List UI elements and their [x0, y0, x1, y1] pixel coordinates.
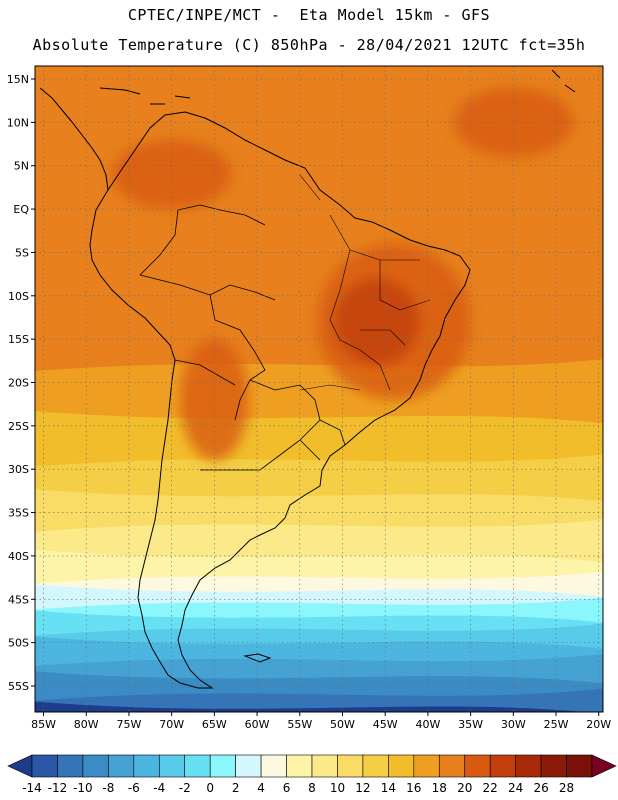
colorbar-high-arrow — [591, 754, 617, 778]
lat-lon-grid — [35, 66, 603, 712]
lat-tick-label: 15N — [7, 73, 29, 86]
colorbar-label: -12 — [48, 781, 68, 795]
lon-tick-label: 85W — [31, 718, 56, 731]
lon-tick-label: 80W — [74, 718, 99, 731]
warm-area — [333, 278, 420, 366]
colorbar-swatch — [566, 754, 593, 778]
colorbar-swatch — [108, 754, 135, 778]
colorbar-label: 4 — [257, 781, 265, 795]
colorbar-label: 2 — [232, 781, 240, 795]
colorbar: -14 -12 -10 -8 -6 -4 -2 0 2 4 6 8 10 12 14 16 18 20 22 24 26… — [7, 754, 617, 795]
colorbar-swatch — [235, 754, 262, 778]
lat-tick-label: 10N — [7, 116, 29, 129]
colorbar-label: 20 — [457, 781, 472, 795]
latitude-axis: 15N 10N 5N EQ 5S 10S 15S 20S 25S 30S 35S 40S 45S 50S 5… — [7, 73, 35, 693]
lon-tick-label: 30W — [501, 718, 526, 731]
colorbar-swatch — [82, 754, 109, 778]
colorbar-swatch — [158, 754, 186, 778]
colorbar-swatch — [464, 754, 491, 778]
country-borders — [139, 204, 346, 471]
lon-tick-label: 45W — [373, 718, 398, 731]
colorbar-label: 6 — [283, 781, 291, 795]
lat-tick-label: 5N — [14, 160, 29, 173]
chart-title-line-2: Absolute Temperature (C) 850hPa - 28/04/… — [32, 36, 586, 54]
longitude-axis: 85W 80W 75W 70W 65W 60W 55W 50W 45W 40W 35W 30W 25W 2… — [31, 712, 611, 731]
colorbar-label: 28 — [559, 781, 574, 795]
colorbar-swatch — [31, 754, 58, 778]
colorbar-swatch — [311, 754, 338, 778]
south-america-coastline — [89, 111, 471, 689]
lat-tick-label: 15S — [8, 333, 29, 346]
colorbar-label: 8 — [308, 781, 316, 795]
continent-outlines — [39, 69, 576, 689]
lon-tick-label: 50W — [330, 718, 355, 731]
central-america-coastline — [39, 87, 109, 191]
lat-tick-label: 35S — [8, 507, 29, 520]
lat-tick-label: 55S — [8, 680, 29, 693]
colorbar-label: 0 — [206, 781, 214, 795]
colorbar-swatch — [489, 754, 516, 778]
lon-tick-label: 35W — [458, 718, 483, 731]
colorbar-label: 18 — [432, 781, 447, 795]
colorbar-label: -8 — [102, 781, 114, 795]
colorbar-label: -10 — [73, 781, 93, 795]
plot-frame — [34, 65, 604, 713]
colorbar-swatch — [413, 754, 440, 778]
lat-tick-label: 50S — [8, 637, 29, 650]
colorbar-swatch — [260, 754, 287, 778]
colorbar-label: -14 — [22, 781, 42, 795]
colorbar-swatch — [286, 754, 313, 778]
colorbar-label: 10 — [330, 781, 345, 795]
falkland-islands — [243, 653, 272, 663]
colorbar-low-arrow — [7, 754, 33, 778]
lon-tick-label: 40W — [415, 718, 440, 731]
lat-tick-label: 45S — [8, 593, 29, 606]
lat-tick-label: 40S — [8, 550, 29, 563]
colorbar-swatch — [362, 754, 389, 778]
colorbar-label: 16 — [406, 781, 421, 795]
lat-tick-label: 20S — [8, 376, 29, 389]
colorbar-label: 26 — [533, 781, 548, 795]
colorbar-swatch — [57, 754, 84, 778]
colorbar-swatch — [438, 754, 466, 778]
colorbar-swatch — [133, 754, 160, 778]
colorbar-label: 14 — [381, 781, 396, 795]
lon-tick-label: 75W — [117, 718, 142, 731]
colorbar-label: -4 — [153, 781, 165, 795]
caribbean-islands — [99, 69, 576, 105]
warm-areas — [111, 87, 574, 461]
lon-tick-label: 25W — [544, 718, 569, 731]
lon-tick-label: 55W — [287, 718, 312, 731]
colorbar-swatch — [209, 754, 236, 778]
colorbar-label: -2 — [179, 781, 191, 795]
lat-tick-label: 25S — [8, 420, 29, 433]
temperature-field — [35, 66, 603, 712]
lon-tick-label: 20W — [586, 718, 611, 731]
lon-tick-label: 60W — [245, 718, 270, 731]
lat-tick-label: 5S — [15, 246, 29, 259]
colorbar-swatch — [515, 754, 542, 778]
colorbar-label: 24 — [508, 781, 523, 795]
lon-tick-label: 70W — [159, 718, 184, 731]
colorbar-swatch — [337, 754, 364, 778]
colorbar-label: -6 — [128, 781, 140, 795]
colorbar-label: 22 — [483, 781, 498, 795]
chart-title-line-1: CPTEC/INPE/MCT - Eta Model 15km - GFS — [127, 6, 491, 24]
lon-tick-label: 65W — [202, 718, 227, 731]
colorbar-label: 12 — [355, 781, 370, 795]
lat-tick-label: 30S — [8, 463, 29, 476]
state-borders — [299, 174, 431, 391]
colorbar-swatch — [184, 754, 211, 778]
lat-tick-label: 10S — [8, 290, 29, 303]
colorbar-swatch — [388, 754, 415, 778]
colorbar-swatch — [540, 754, 567, 778]
lat-tick-label: EQ — [13, 203, 29, 216]
